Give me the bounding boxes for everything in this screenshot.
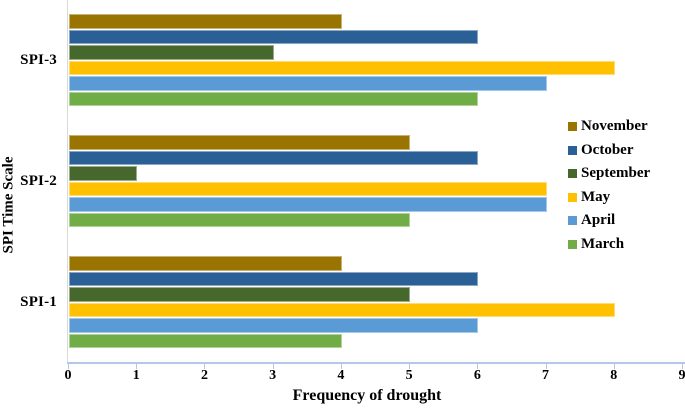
bar-may-spi-1 <box>69 302 615 317</box>
x-tick-label: 6 <box>473 368 481 383</box>
x-axis-tick <box>409 364 411 369</box>
legend-item-october: October <box>568 139 650 163</box>
legend-marker-november <box>568 122 577 132</box>
x-axis-tick <box>340 364 342 369</box>
plot-area <box>68 0 682 363</box>
x-axis-tick <box>204 364 206 369</box>
legend-item-november: November <box>568 115 650 139</box>
bar-september-spi-2 <box>69 166 138 181</box>
legend-marker-october <box>568 145 577 155</box>
bar-april-spi-2 <box>69 197 547 212</box>
x-axis-tick <box>477 364 479 369</box>
x-axis-tick <box>136 364 138 369</box>
bar-april-spi-3 <box>69 76 547 91</box>
y-category-label-spi-1: SPI-1 <box>20 294 57 310</box>
legend-marker-may <box>568 192 577 202</box>
x-tick-label: 4 <box>337 368 345 383</box>
x-tick-label: 0 <box>64 368 72 383</box>
x-tick-label: 7 <box>542 368 550 383</box>
bar-march-spi-2 <box>69 212 411 227</box>
x-axis-tick <box>545 364 547 369</box>
bar-november-spi-1 <box>69 256 342 271</box>
legend-label-april: April <box>581 212 616 229</box>
x-tick-label: 5 <box>405 368 413 383</box>
bar-september-spi-3 <box>69 45 274 60</box>
x-axis-title: Frequency of drought <box>292 387 442 404</box>
legend-item-april: April <box>568 209 650 233</box>
x-axis-tick <box>68 364 69 369</box>
y-category-label-spi-2: SPI-2 <box>20 173 57 189</box>
y-axis-line <box>67 0 68 363</box>
bar-march-spi-3 <box>69 91 479 106</box>
bar-may-spi-3 <box>69 60 615 75</box>
x-axis-tick <box>613 364 615 369</box>
legend-marker-march <box>568 239 577 249</box>
bar-april-spi-1 <box>69 318 479 333</box>
x-tick-label: 3 <box>269 368 277 383</box>
bar-november-spi-3 <box>69 14 342 29</box>
x-axis-tick <box>682 364 683 369</box>
x-axis-tick <box>272 364 274 369</box>
legend-item-september: September <box>568 162 650 186</box>
bar-october-spi-1 <box>69 271 479 286</box>
legend-label-october: October <box>581 141 634 158</box>
x-tick-label: 2 <box>200 368 208 383</box>
bar-october-spi-2 <box>69 150 479 165</box>
bar-september-spi-1 <box>69 287 411 302</box>
legend-marker-september <box>568 169 577 179</box>
legend-label-september: September <box>581 165 651 182</box>
legend-label-november: November <box>581 118 648 135</box>
y-category-label-spi-3: SPI-3 <box>20 52 57 68</box>
x-axis-line <box>67 362 685 364</box>
x-tick-label: 9 <box>678 368 685 383</box>
bar-november-spi-2 <box>69 135 411 150</box>
bar-october-spi-3 <box>69 29 479 44</box>
legend: November October September May April March <box>568 115 650 256</box>
legend-item-march: March <box>568 233 650 257</box>
x-tick-label: 1 <box>132 368 140 383</box>
x-tick-label: 8 <box>610 368 618 383</box>
legend-item-may: May <box>568 186 650 210</box>
bar-march-spi-1 <box>69 333 342 348</box>
bar-may-spi-2 <box>69 181 547 196</box>
legend-marker-april <box>568 216 577 226</box>
legend-label-march: March <box>581 235 625 252</box>
legend-label-may: May <box>581 188 611 205</box>
